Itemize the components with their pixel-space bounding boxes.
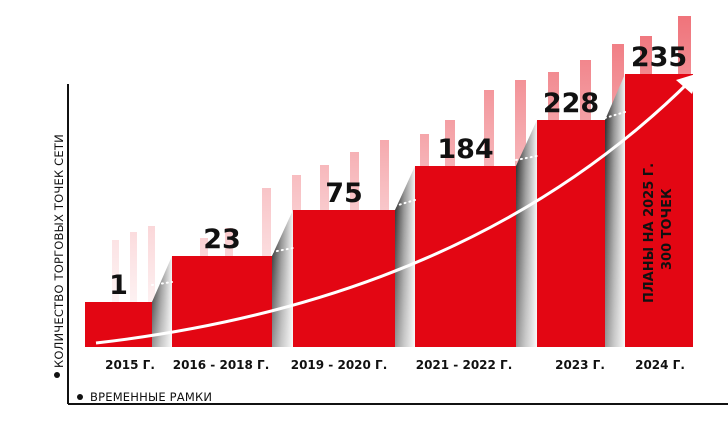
dotted-guide (151, 281, 173, 286)
category-label: 2021 - 2022 Г. (416, 358, 513, 372)
bar (625, 74, 693, 347)
value-labels: 1 23 75 184 228 235 (109, 42, 687, 301)
category-labels: 2015 Г. 2016 - 2018 Г. 2019 - 2020 Г. 2021 … (105, 358, 685, 372)
bar-value-label: 1 (109, 270, 128, 301)
bar-value-label: 75 (325, 178, 363, 209)
category-label: 2023 Г. (555, 358, 605, 372)
dotted-guide (394, 199, 416, 207)
bar-value-label: 228 (543, 88, 599, 119)
bar (537, 120, 605, 347)
plan-annotation-line2: 300 ТОЧЕК (660, 188, 675, 270)
bar-connectors (152, 74, 625, 347)
trend-arrow (95, 78, 693, 345)
dotted-guides (151, 111, 626, 286)
x-axis-bullet-icon (77, 394, 83, 400)
y-axis-bullet-icon (54, 372, 60, 378)
x-axis-label: ВРЕМЕННЫЕ РАМКИ (90, 390, 212, 404)
category-label: 2019 - 2020 Г. (291, 358, 388, 372)
category-label: 2016 - 2018 Г. (173, 358, 270, 372)
bar (172, 256, 272, 347)
background-bar (112, 240, 119, 347)
dotted-guide (515, 155, 538, 161)
bar-value-label: 23 (203, 224, 241, 255)
dotted-guide (271, 247, 294, 253)
plan-annotation-line1: ПЛАНЫ НА 2025 Г. (642, 163, 657, 303)
y-axis-label: КОЛИЧЕСТВО ТОРГОВЫХ ТОЧЕК СЕТИ (52, 134, 66, 368)
background-bar (130, 232, 137, 347)
bar-value-label: 235 (631, 42, 687, 73)
dotted-guide (604, 111, 626, 119)
background-bar (148, 226, 155, 347)
bars-group (85, 74, 693, 347)
bar-value-label: 184 (437, 134, 493, 165)
category-label: 2024 Г. (635, 358, 685, 372)
bar-connector-shine (272, 210, 293, 347)
bar-connector-shine (152, 256, 172, 347)
category-label: 2015 Г. (105, 358, 155, 372)
bar-connector-shine (516, 120, 537, 347)
bar-connector-shine (395, 166, 415, 347)
arrow-head-icon (676, 73, 699, 94)
